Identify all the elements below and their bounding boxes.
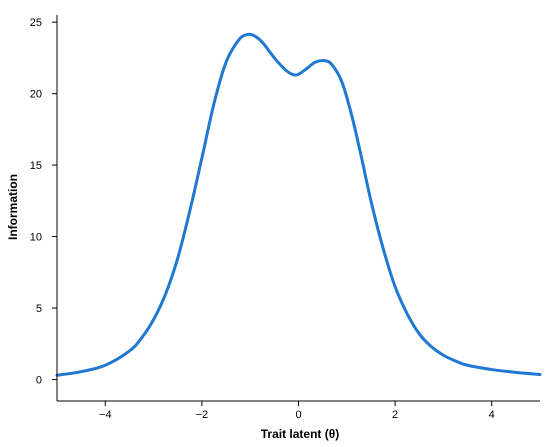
y-tick-label: 25 [30,17,42,29]
x-tick-label: 0 [295,409,301,421]
x-axis-title: Trait latent (θ) [261,427,340,441]
information-curve [55,32,542,377]
y-tick-label: 20 [30,89,42,101]
x-tick-label: 4 [489,409,495,421]
ticks-layer: −4 −2 0 2 4 0 5 10 15 20 25 [30,17,495,421]
x-tick-label: 2 [392,409,398,421]
y-tick-label: 15 [30,160,42,172]
x-tick-label: −4 [99,409,112,421]
y-tick-label: 5 [36,303,42,315]
y-tick-label: 10 [30,232,42,244]
y-tick-label: 0 [36,375,42,387]
y-axis-title: Information [6,174,20,240]
x-tick-label: −2 [196,409,209,421]
